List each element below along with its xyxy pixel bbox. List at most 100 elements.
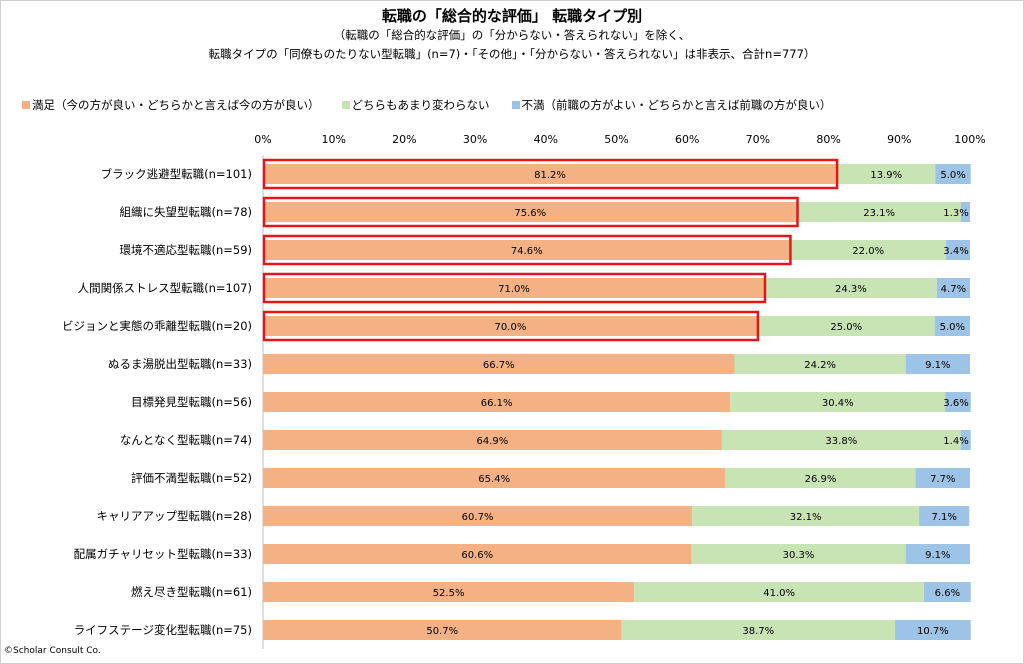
data-label-satisfied: 70.0% (495, 322, 527, 333)
data-label-satisfied: 50.7% (426, 626, 458, 637)
chart-legend: 満足（今の方が良い・どちらかと言えば今の方が良い） どちらもあまり変わらない 不… (22, 97, 853, 113)
data-label-neutral: 13.9% (870, 170, 902, 181)
x-tick-label: 80% (816, 133, 840, 146)
bar-segment-satisfied (263, 620, 622, 640)
x-tick-label: 100% (954, 133, 985, 146)
bar-segment-neutral (721, 430, 961, 450)
bar-segment-satisfied (263, 430, 722, 450)
data-label-neutral: 24.2% (804, 360, 836, 371)
data-label-dissatisfied: 9.1% (925, 550, 950, 561)
bar-segment-satisfied (263, 354, 735, 374)
legend-swatch-neutral (341, 101, 350, 109)
category-label: 目標発見型転職(n=56) (131, 395, 252, 409)
data-label-neutral: 26.9% (805, 474, 837, 485)
bar-segment-dissatisfied (924, 582, 971, 602)
highlight-box (262, 310, 760, 342)
data-label-satisfied: 75.6% (514, 208, 546, 219)
data-label-dissatisfied: 3.4% (943, 246, 968, 257)
bar-segment-dissatisfied (960, 430, 971, 450)
highlight-box (262, 158, 839, 190)
data-label-neutral: 41.0% (763, 588, 795, 599)
data-label-dissatisfied: 5.0% (940, 170, 965, 181)
bar-segment-neutral (757, 316, 935, 336)
data-label-satisfied: 71.0% (498, 284, 530, 295)
bar-segment-neutral (837, 164, 936, 184)
chart-title: 転職の「総合的な評価」 転職タイプ別 (381, 7, 643, 25)
x-tick-label: 0% (254, 133, 271, 146)
data-label-neutral: 38.7% (742, 626, 774, 637)
category-label: 人間関係ストレス型転職(n=107) (78, 281, 252, 295)
data-label-neutral: 24.3% (835, 284, 867, 295)
bar-segment-satisfied (263, 468, 726, 488)
bar-segment-dissatisfied (934, 316, 970, 336)
highlight-box (262, 234, 792, 266)
bar-segment-dissatisfied (905, 544, 970, 564)
legend-label-neutral: どちらもあまり変わらない (351, 98, 490, 112)
data-label-dissatisfied: 1.3% (943, 208, 968, 219)
data-label-neutral: 30.3% (783, 550, 815, 561)
data-label-dissatisfied: 10.7% (917, 626, 949, 637)
legend-item-dissatisfied: 不満（前職の方がよい・どちらかと言えば前職の方が良い） (511, 97, 831, 113)
data-label-satisfied: 81.2% (534, 170, 566, 181)
x-tick-label: 20% (392, 133, 416, 146)
bar-segment-satisfied (263, 544, 692, 564)
bar-segment-satisfied (263, 316, 758, 336)
legend-swatch-dissatisfied (511, 101, 520, 109)
data-label-dissatisfied: 7.1% (931, 512, 956, 523)
category-label: ライフステージ変化型転職(n=75) (74, 623, 252, 637)
data-label-neutral: 33.8% (825, 436, 857, 447)
data-label-neutral: 25.0% (830, 322, 862, 333)
data-label-satisfied: 52.5% (433, 588, 465, 599)
data-label-satisfied: 74.6% (511, 246, 543, 257)
data-label-satisfied: 64.9% (477, 436, 509, 447)
data-label-satisfied: 60.6% (461, 550, 493, 561)
data-label-neutral: 23.1% (863, 208, 895, 219)
copyright-credit: ©Scholar Consult Co. (4, 646, 101, 656)
bar-segment-dissatisfied (936, 278, 970, 298)
bar-segment-satisfied (263, 164, 838, 184)
data-label-neutral: 22.0% (852, 246, 884, 257)
bar-segment-neutral (764, 278, 937, 298)
data-label-dissatisfied: 3.6% (943, 398, 968, 409)
data-label-neutral: 30.4% (822, 398, 854, 409)
category-label: 燃え尽き型転職(n=61) (131, 585, 252, 599)
category-label: キャリアアップ型転職(n=28) (96, 509, 252, 523)
x-tick-label: 50% (604, 133, 628, 146)
data-label-satisfied: 60.7% (462, 512, 494, 523)
bar-segment-satisfied (263, 240, 791, 260)
bar-segment-satisfied (263, 278, 765, 298)
legend-item-neutral: どちらもあまり変わらない (341, 97, 490, 113)
bar-segment-dissatisfied (945, 240, 970, 260)
legend-label-satisfied: 満足（今の方が良い・どちらかと言えば今の方が良い） (32, 98, 320, 112)
bar-segment-neutral (734, 354, 906, 374)
bar-segment-neutral (797, 202, 961, 222)
data-label-neutral: 32.1% (790, 512, 822, 523)
data-label-dissatisfied: 9.1% (925, 360, 950, 371)
bar-segment-neutral (692, 506, 920, 526)
data-label-satisfied: 66.7% (483, 360, 515, 371)
chart-subtitle-1: （転職の「総合的な評価」の「分からない・答えられない」を除く、 (333, 28, 691, 42)
data-label-dissatisfied: 7.7% (930, 474, 955, 485)
category-label: 配属ガチャリセット型転職(n=33) (74, 547, 252, 561)
category-label: 評価不満型転職(n=52) (131, 471, 252, 485)
bar-segment-dissatisfied (905, 354, 970, 374)
data-label-dissatisfied: 5.0% (940, 322, 965, 333)
category-label: ビジョンと実態の乖離型転職(n=20) (62, 319, 252, 333)
bar-segment-satisfied (263, 506, 693, 526)
bar-segment-dissatisfied (960, 202, 970, 222)
bar-segment-neutral (790, 240, 946, 260)
data-label-dissatisfied: 4.7% (941, 284, 966, 295)
x-tick-label: 70% (746, 133, 770, 146)
data-label-satisfied: 65.4% (478, 474, 510, 485)
bar-segment-dissatisfied (935, 164, 971, 184)
legend-swatch-satisfied (22, 101, 30, 109)
x-tick-label: 10% (321, 133, 345, 146)
bar-segment-dissatisfied (915, 468, 970, 488)
x-tick-label: 60% (675, 133, 699, 146)
x-tick-label: 40% (534, 133, 558, 146)
legend-item-satisfied: 満足（今の方が良い・どちらかと言えば今の方が良い） (22, 97, 320, 113)
category-label: なんとなく型転職(n=74) (120, 433, 252, 447)
bar-segment-satisfied (263, 392, 731, 412)
bar-segment-neutral (691, 544, 906, 564)
